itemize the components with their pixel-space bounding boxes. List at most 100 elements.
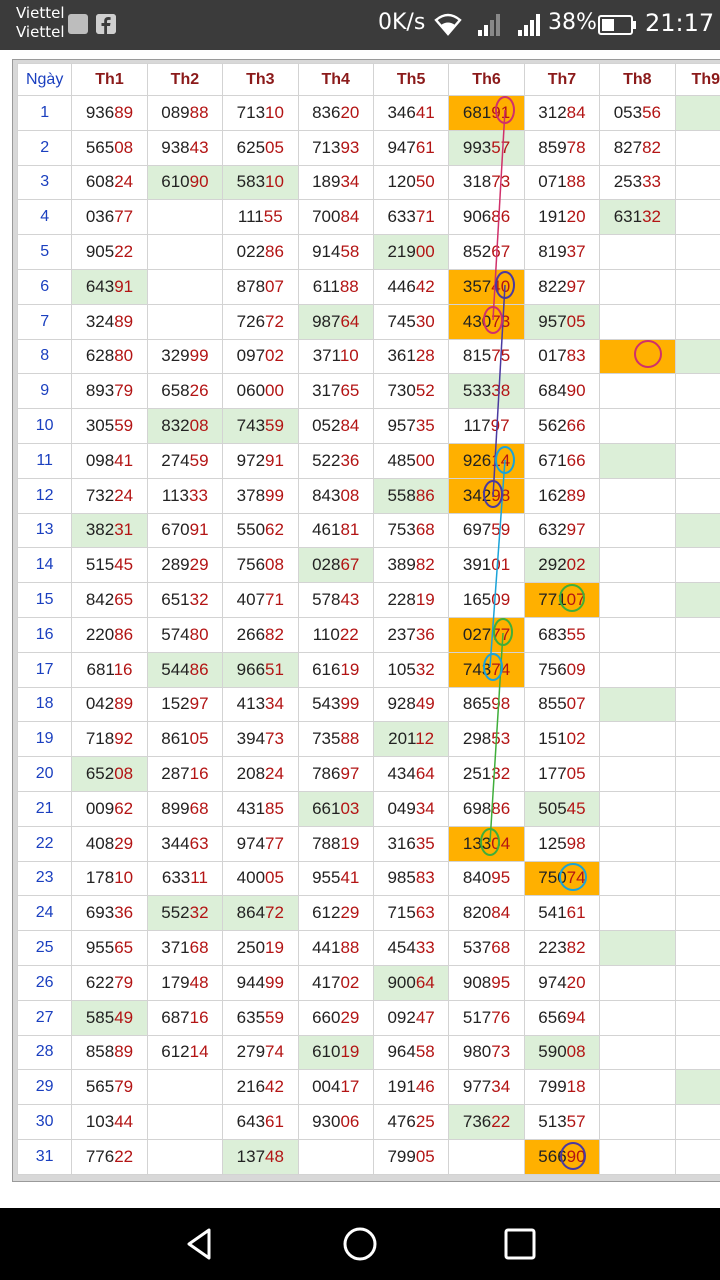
cell-prefix-digits: 693	[85, 903, 115, 923]
result-cell: 18934	[297, 164, 374, 201]
result-cell: 69886	[448, 790, 525, 827]
cell-suffix-digits: 29	[340, 1007, 360, 1027]
cell-prefix-digits: 208	[236, 764, 266, 784]
cell-suffix-digits: 10	[339, 346, 359, 366]
table-row: 3 60824 61090 58310 18934 12050 31873 07188 2533…	[16, 164, 720, 201]
cell-suffix-digits: 81	[340, 520, 360, 540]
result-cell: 67091	[146, 512, 224, 549]
result-cell	[674, 512, 720, 549]
cell-prefix-digits: 220	[85, 624, 115, 644]
cell-suffix-digits: 35	[415, 833, 435, 853]
recents-icon[interactable]	[502, 1226, 538, 1262]
cell-prefix-digits: 060	[236, 381, 266, 401]
cell-suffix-digits: 94	[566, 1007, 586, 1027]
cell-suffix-digits: 25	[415, 1112, 435, 1131]
result-cell: 84265	[71, 582, 148, 618]
cell-suffix-digits: 98	[491, 485, 511, 505]
result-cell: 58549	[71, 999, 148, 1036]
cell-suffix-digits: 58	[415, 1042, 435, 1062]
cell-suffix-digits: 36	[415, 624, 435, 644]
cell-suffix-digits: 64	[340, 311, 360, 331]
result-cell: 39473	[222, 721, 299, 758]
cell-prefix-digits: 947	[387, 137, 416, 157]
result-cell	[599, 790, 676, 827]
cell-suffix-digits: 73	[265, 729, 284, 749]
cell-prefix-digits: 859	[538, 137, 567, 157]
result-cell: 85267	[448, 234, 525, 270]
cell-prefix-digits: 117	[463, 416, 491, 436]
cell-prefix-digits: 578	[312, 590, 341, 610]
result-cell	[599, 999, 676, 1036]
result-cell: 19146	[372, 1069, 450, 1106]
cell-suffix-digits: 64	[415, 764, 435, 784]
result-cell: 62880	[71, 338, 148, 375]
result-cell	[599, 1034, 676, 1071]
cell-suffix-digits: 97	[189, 694, 209, 714]
result-cell: 64391	[71, 268, 148, 305]
result-cell	[599, 477, 676, 514]
cell-suffix-digits: 53	[491, 729, 511, 749]
cell-prefix-digits: 955	[85, 938, 115, 958]
cell-prefix-digits: 930	[312, 1112, 341, 1131]
result-cell: 92849	[372, 686, 450, 723]
cell-suffix-digits: 03	[340, 798, 360, 818]
result-cell: 93689	[71, 95, 148, 131]
result-cell	[146, 199, 224, 236]
cell-prefix-digits: 266	[236, 624, 266, 644]
cell-prefix-digits: 905	[85, 242, 115, 262]
table-row: 19 71892 86105 39473 73588 20112 29853 15102	[16, 721, 720, 758]
table-row: 21 00962 89968 43185 66103 04934 69886 50545	[16, 790, 720, 827]
cell-suffix-digits: 77	[265, 833, 284, 853]
day-cell: 13	[16, 512, 73, 549]
cell-suffix-digits: 84	[340, 207, 360, 227]
cell-prefix-digits: 162	[538, 485, 567, 505]
result-cell: 47625	[372, 1104, 450, 1140]
result-cell	[599, 373, 676, 410]
cell-suffix-digits: 86	[415, 485, 435, 505]
result-cell: 98073	[448, 1034, 525, 1071]
result-cell: 37110	[297, 338, 374, 375]
result-cell: 54399	[297, 686, 374, 723]
cell-prefix-digits: 165	[462, 590, 492, 610]
cell-prefix-digits: 681	[462, 102, 492, 122]
result-cell	[674, 129, 720, 166]
results-table: Ngày Th1 Th2 Th3 Th4 Th5 Th6 Th7 Th8 Th9 1 93689 08…	[16, 63, 720, 1175]
cell-suffix-digits: 41	[114, 450, 134, 470]
cell-suffix-digits: 56	[642, 102, 661, 122]
cell-prefix-digits: 957	[387, 416, 416, 436]
day-cell: 16	[16, 616, 73, 653]
cell-prefix-digits: 753	[387, 520, 416, 540]
back-icon[interactable]	[182, 1226, 218, 1262]
result-cell	[599, 547, 676, 584]
cell-suffix-digits: 32	[415, 659, 435, 679]
result-cell: 82297	[523, 268, 601, 305]
cell-suffix-digits: 84	[491, 903, 511, 923]
cell-prefix-digits: 635	[236, 1007, 266, 1027]
cell-prefix-digits: 652	[85, 764, 115, 784]
cell-suffix-digits: 72	[265, 903, 284, 923]
home-icon[interactable]	[342, 1226, 378, 1262]
cell-suffix-digits: 73	[491, 311, 511, 331]
result-cell: 74359	[222, 408, 299, 444]
cell-suffix-digits: 82	[566, 938, 586, 958]
cell-prefix-digits: 125	[538, 833, 567, 853]
cell-prefix-digits: 274	[161, 450, 190, 470]
cell-suffix-digits: 86	[491, 798, 511, 818]
day-cell: 23	[16, 860, 73, 897]
cell-prefix-digits: 670	[161, 520, 190, 540]
result-cell: 22382	[523, 930, 601, 966]
cell-prefix-digits: 820	[462, 903, 492, 923]
cell-suffix-digits: 07	[566, 590, 586, 610]
cell-suffix-digits: 98	[566, 833, 586, 853]
cell-suffix-digits: 32	[189, 590, 209, 610]
result-cell	[674, 95, 720, 131]
result-cell: 63132	[599, 199, 676, 236]
cell-prefix-digits: 987	[312, 311, 341, 331]
result-cell: 03677	[71, 199, 148, 236]
cell-prefix-digits: 855	[538, 694, 567, 714]
result-cell: 92614	[448, 442, 525, 479]
result-cell: 44642	[372, 268, 450, 305]
cell-prefix-digits: 566	[538, 1146, 567, 1166]
cell-suffix-digits: 16	[113, 659, 133, 679]
cell-suffix-digits: 59	[265, 1007, 284, 1027]
